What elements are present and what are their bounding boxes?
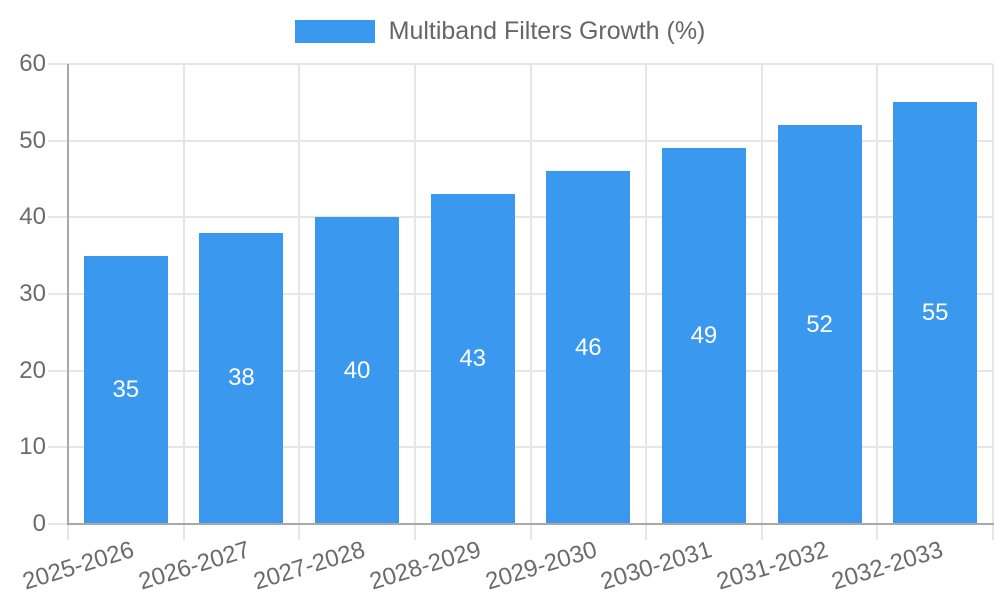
v-gridline — [298, 64, 301, 524]
y-tick-mark — [48, 139, 68, 142]
x-tick-mark — [67, 524, 69, 540]
x-tick-label: 2029-2030 — [481, 536, 600, 596]
x-tick-label: 2028-2029 — [366, 536, 484, 596]
bar[interactable] — [777, 125, 862, 524]
bar[interactable] — [430, 194, 515, 524]
v-gridline — [760, 64, 763, 524]
x-tick-mark — [760, 524, 763, 540]
x-tick-mark — [529, 524, 532, 540]
x-axis-line — [67, 523, 994, 525]
y-tick-label: 0 — [32, 510, 46, 537]
bar[interactable] — [315, 217, 400, 524]
bar[interactable] — [83, 255, 168, 524]
bar-value-label: 43 — [459, 345, 487, 373]
y-tick-mark — [48, 216, 68, 219]
v-gridline — [645, 64, 648, 524]
y-axis-line — [67, 64, 69, 525]
y-tick-label: 40 — [19, 203, 46, 231]
y-tick-label: 30 — [19, 280, 46, 307]
y-tick-mark — [48, 369, 68, 372]
bar-value-label: 52 — [806, 310, 833, 338]
bar-value-label: 46 — [574, 333, 602, 361]
x-tick-mark — [876, 524, 879, 540]
v-gridline — [529, 64, 532, 524]
bar-value-label: 40 — [343, 356, 371, 384]
x-tick-mark — [182, 524, 185, 540]
bar-value-label: 35 — [112, 375, 140, 403]
x-tick-label: 2031-2032 — [713, 536, 831, 596]
x-tick-mark — [992, 524, 994, 540]
x-tick-label: 2027-2028 — [250, 536, 369, 596]
y-tick-mark — [48, 446, 68, 449]
bar[interactable] — [199, 232, 284, 524]
x-tick-label: 2026-2027 — [135, 536, 253, 596]
x-tick-label: 2032-2033 — [828, 536, 947, 596]
y-tick-mark — [48, 63, 68, 65]
x-tick-label: 2030-2031 — [597, 536, 716, 596]
v-gridline — [992, 64, 994, 524]
y-tick-label: 20 — [19, 356, 46, 384]
bar-value-label: 55 — [921, 299, 949, 327]
bar[interactable] — [661, 148, 746, 524]
legend-swatch[interactable] — [294, 19, 375, 43]
bar-value-label: 38 — [228, 364, 255, 392]
bar-value-label: 49 — [690, 322, 718, 350]
v-gridline — [876, 64, 879, 524]
y-tick-mark — [48, 523, 68, 525]
v-gridline — [182, 64, 185, 524]
legend-label[interactable]: Multiband Filters Growth (%) — [388, 17, 706, 45]
x-tick-mark — [645, 524, 648, 540]
x-tick-label: 2025-2026 — [19, 536, 138, 596]
legend-item[interactable]: Multiband Filters Growth (%) — [0, 17, 1000, 45]
bar[interactable] — [893, 102, 978, 524]
y-tick-label: 50 — [19, 126, 46, 154]
y-tick-label: 60 — [19, 50, 46, 77]
y-tick-label: 10 — [19, 433, 46, 461]
y-tick-mark — [48, 293, 68, 295]
bar[interactable] — [546, 171, 631, 524]
x-tick-mark — [298, 524, 301, 540]
v-gridline — [413, 64, 416, 524]
x-tick-mark — [413, 524, 416, 540]
